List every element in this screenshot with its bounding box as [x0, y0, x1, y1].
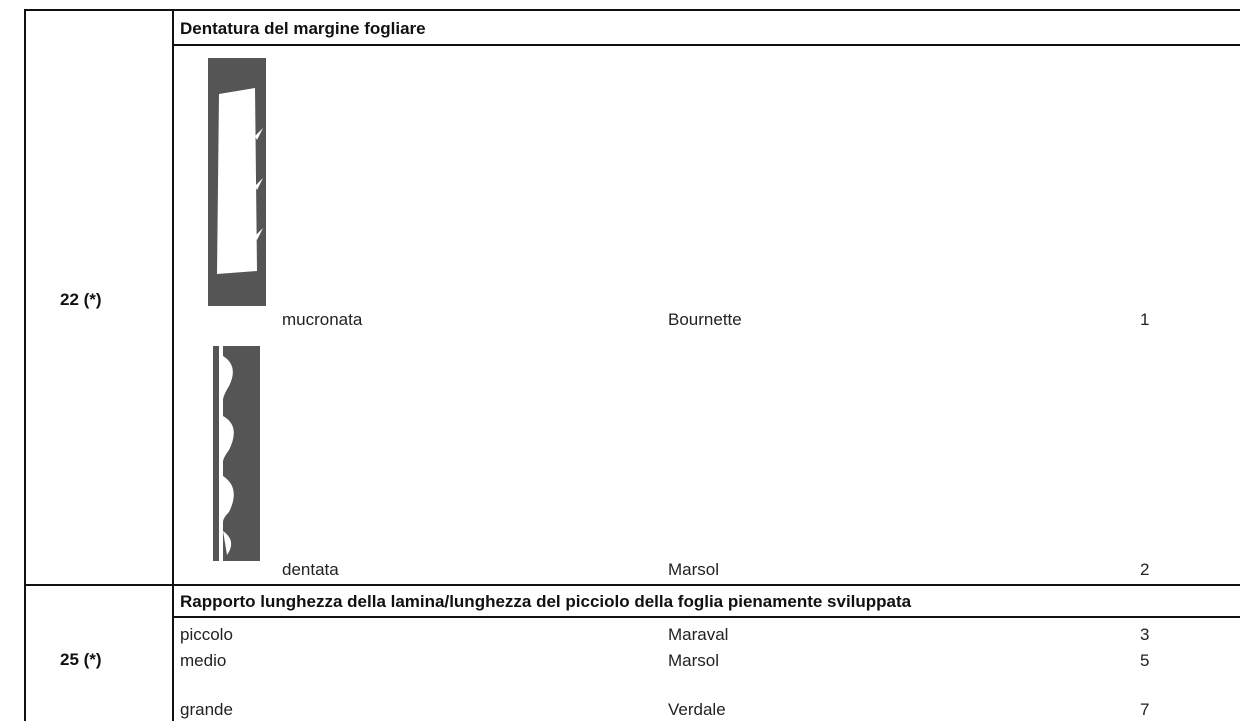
leaf-drawing: [223, 356, 234, 555]
example: Maraval: [668, 625, 729, 644]
row-heading: Rapporto lunghezza della lamina/lunghezz…: [180, 592, 912, 611]
leaf-drawings: [208, 58, 266, 561]
term: mucronata: [282, 310, 363, 329]
term: dentata: [282, 560, 339, 579]
rule: [172, 616, 1240, 618]
rule: [24, 9, 26, 721]
note: 2: [1140, 560, 1150, 579]
leaf-drawing: [255, 128, 263, 240]
row-id: 22 (*): [60, 290, 102, 309]
rule: [172, 9, 174, 721]
row-id: 25 (*): [60, 650, 102, 669]
rule: [172, 44, 1240, 46]
term: medio: [180, 651, 227, 670]
note: 5: [1140, 651, 1150, 670]
note: 1: [1140, 310, 1150, 329]
rule: [24, 584, 1240, 586]
term: grande: [180, 700, 233, 719]
example: Verdale: [668, 700, 726, 719]
row-heading: Dentatura del margine fogliare: [180, 19, 426, 38]
note: 3: [1140, 625, 1150, 644]
example: Bournette: [668, 310, 742, 329]
example: Marsol: [668, 560, 720, 579]
term: piccolo: [180, 625, 233, 644]
leaf-drawing: [213, 346, 219, 561]
example: Marsol: [668, 651, 720, 670]
leaf-drawing: [217, 88, 257, 274]
rule: [24, 9, 1240, 11]
note: 7: [1140, 700, 1150, 719]
